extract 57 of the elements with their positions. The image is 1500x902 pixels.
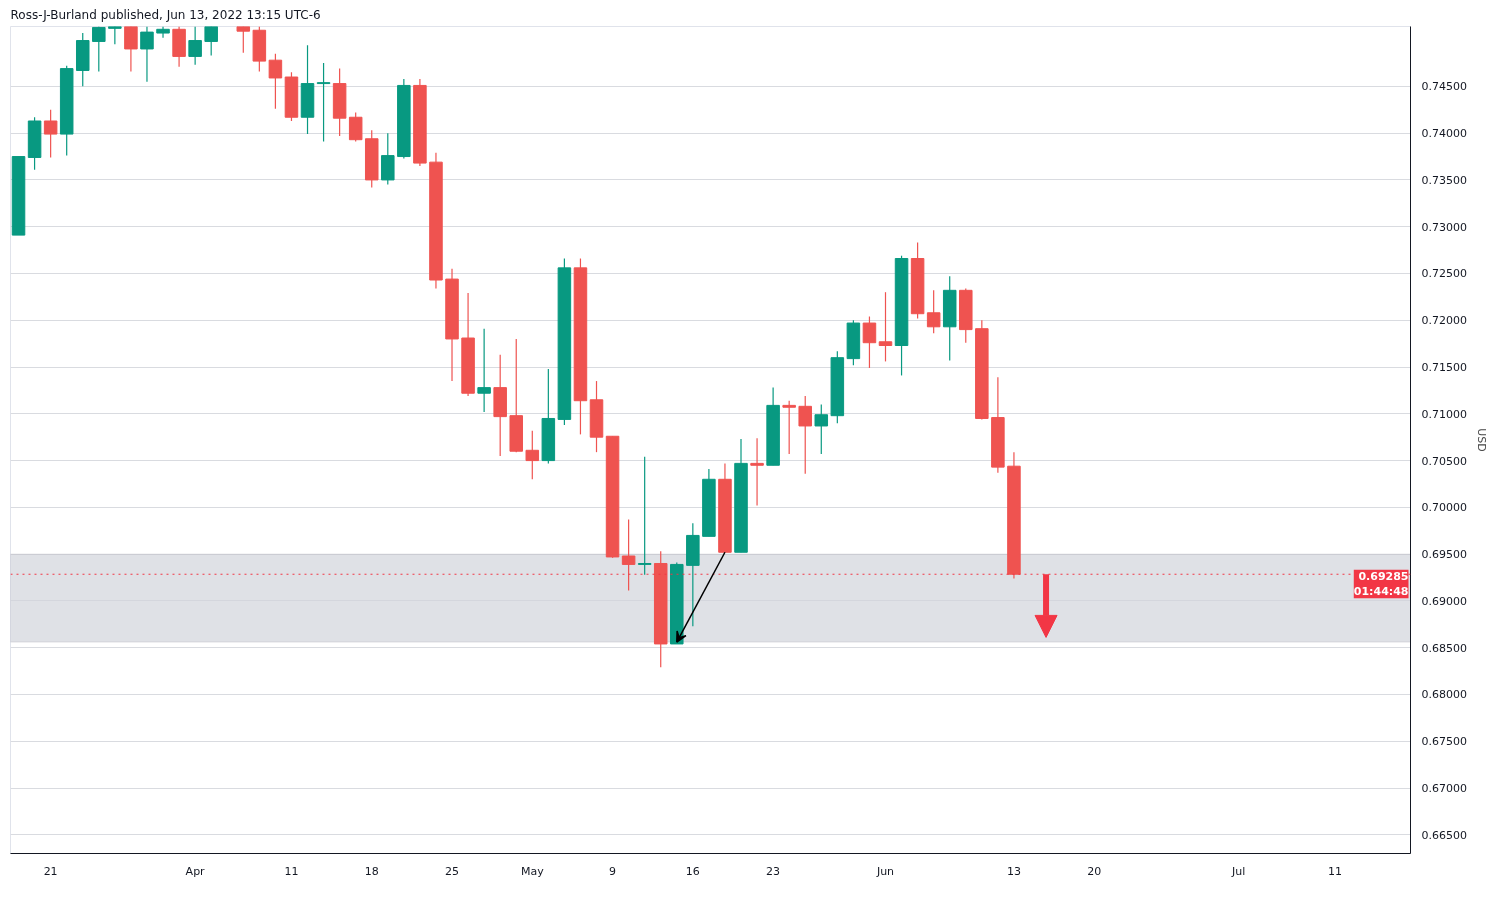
- x-tick-label: 25: [445, 864, 460, 878]
- y-tick-label: 0.70500: [1421, 454, 1467, 468]
- x-tick-label: 13: [1006, 864, 1021, 878]
- y-tick-label: 0.73500: [1421, 173, 1467, 187]
- candlestick: [782, 400, 796, 455]
- y-tick-label: 0.70000: [1421, 501, 1467, 515]
- candlestick: [621, 518, 636, 592]
- candlestick: [188, 26, 202, 66]
- y-tick-label: 0.69000: [1421, 594, 1467, 608]
- candlestick: [814, 403, 829, 455]
- y-axis-title: USD: [1474, 428, 1488, 452]
- candlestick: [140, 26, 154, 83]
- x-tick-label: May: [520, 864, 545, 878]
- x-tick-label: Jul: [1231, 864, 1246, 878]
- y-tick-label: 0.71000: [1421, 407, 1467, 421]
- candlestick: [204, 26, 218, 57]
- y-tick-label: 0.66500: [1421, 828, 1467, 842]
- ref-line-label: 0.69285 01:44:48: [1353, 569, 1409, 599]
- candlestick: [862, 315, 877, 369]
- candlestick: [637, 456, 652, 576]
- candlestick: [43, 109, 58, 159]
- x-tick-label: Jun: [875, 864, 895, 878]
- y-tick-label: 0.71500: [1421, 361, 1467, 375]
- x-tick-label: 11: [1328, 864, 1343, 878]
- candlestick: [108, 26, 122, 45]
- candlestick: [268, 53, 283, 110]
- y-tick-label: 0.68000: [1421, 688, 1467, 702]
- x-tick-label: 9: [609, 864, 617, 878]
- candlestick: [878, 291, 893, 363]
- x-tick-label: 18: [364, 864, 379, 878]
- y-tick-label: 0.67000: [1421, 782, 1467, 796]
- candlestick: [156, 26, 170, 39]
- candlestick: [124, 26, 138, 72]
- candlestick: [348, 111, 363, 143]
- candlestick: [477, 328, 491, 413]
- candlestick: [798, 395, 812, 475]
- candlestick: [236, 26, 251, 54]
- candlestick: [92, 26, 106, 72]
- x-tick-label: 21: [43, 864, 58, 878]
- y-tick-label: 0.74500: [1421, 80, 1467, 94]
- y-tick-label: 0.73000: [1421, 220, 1467, 234]
- x-tick-label: Apr: [185, 864, 206, 878]
- x-tick-label: 20: [1087, 864, 1102, 878]
- chart-title: Ross-J-Burland published, Jun 13, 2022 13:15 UTC-6: [10, 7, 321, 22]
- y-tick-label: 0.72500: [1421, 267, 1467, 281]
- candlestick: [750, 437, 764, 507]
- y-tick-label: 0.74000: [1421, 127, 1467, 141]
- y-tick-label: 0.67500: [1421, 735, 1467, 749]
- y-tick-label: 0.69500: [1421, 548, 1467, 562]
- candlestick: [525, 430, 540, 480]
- x-tick-label: 23: [766, 864, 781, 878]
- x-tick-label: 11: [284, 864, 299, 878]
- y-tick-label: 0.72000: [1421, 314, 1467, 328]
- candlestick: [926, 289, 941, 334]
- y-tick-label: 0.68500: [1421, 641, 1467, 655]
- x-tick-label: 16: [685, 864, 700, 878]
- candlestick: [316, 62, 331, 143]
